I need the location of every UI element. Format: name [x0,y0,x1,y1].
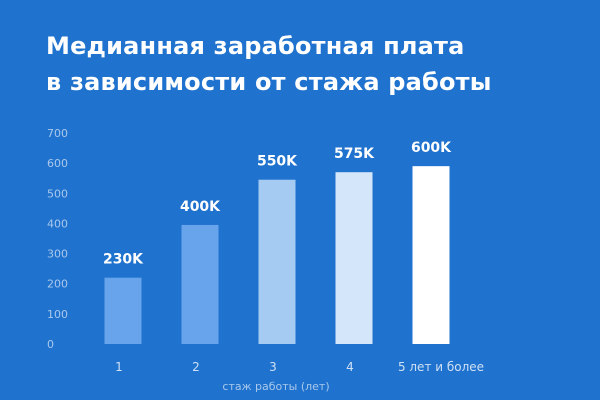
x-tick-label: 1 [115,360,123,374]
x-axis: 1 2 3 4 5 лет и более [115,360,484,374]
bar-5 [412,166,450,344]
bar-3 [258,179,296,344]
y-tick-label: 200 [47,278,68,291]
bar-4 [335,172,373,344]
chart-title-line-1: Медианная заработная плата [46,32,465,60]
y-axis: 0 100 200 300 400 500 600 700 [47,127,68,351]
x-axis-label: стаж работы (лет) [222,380,329,393]
y-tick-label: 100 [47,308,68,321]
x-tick-label: 3 [269,360,277,374]
y-tick-label: 600 [47,157,68,170]
y-tick-label: 500 [47,187,68,200]
x-tick-label: 2 [192,360,200,374]
bars: 230K 400K 550K 575K 600K [103,140,452,344]
data-label-4: 575K [334,146,375,162]
chart-title-line-2: в зависимости от стажа работы [46,68,492,96]
data-label-5: 600K [411,140,452,156]
data-label-3: 550K [257,154,298,170]
x-tick-label: 4 [346,360,354,374]
bar-2 [181,224,219,344]
y-tick-label: 300 [47,248,68,261]
y-tick-label: 400 [47,217,68,230]
chart-title: Медианная заработная плата в зависимости… [46,28,492,100]
y-tick-label: 700 [47,127,68,140]
x-tick-label: 5 лет и более [398,360,484,374]
y-tick-label: 0 [47,338,54,351]
bar-1 [104,277,142,344]
data-label-1: 230K [103,252,144,268]
data-label-2: 400K [180,199,221,215]
